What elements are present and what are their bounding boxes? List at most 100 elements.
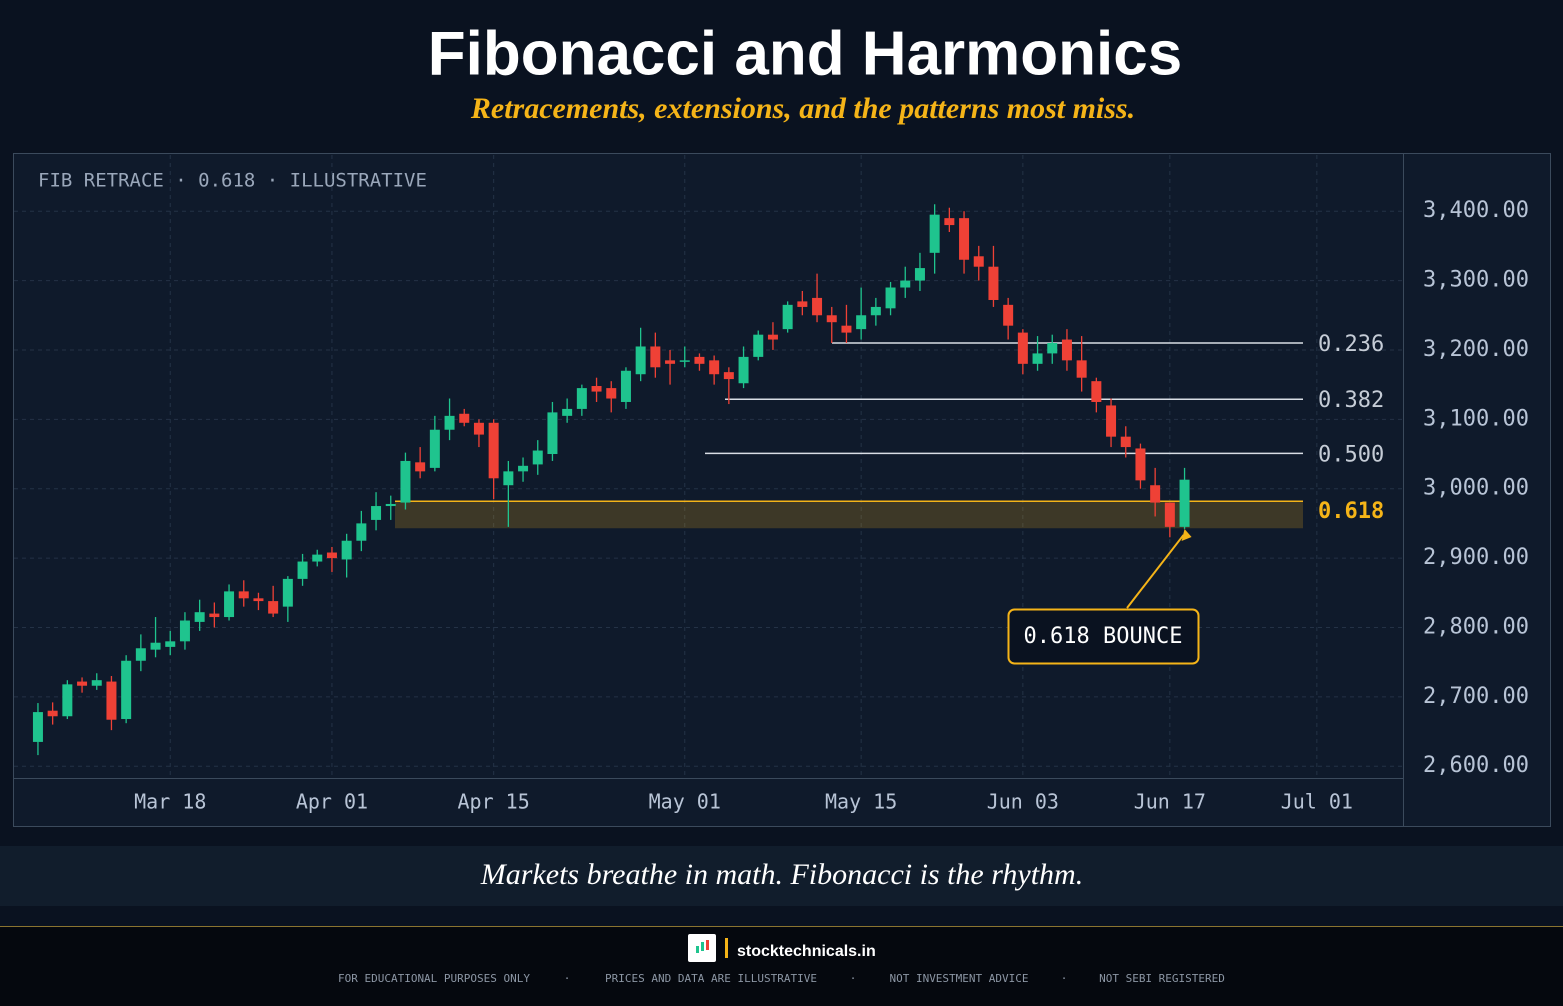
x-tick-label: Jun 17 [1134,790,1206,814]
x-tick-label: Apr 15 [458,790,530,814]
candle-body [1017,332,1028,364]
candle-body [518,465,529,472]
candle-body [1091,381,1102,402]
x-tick-label: Apr 01 [296,790,368,814]
candle-body [165,641,176,647]
candle-body [326,552,337,559]
plot: 2,600.00 2,700.00 2,800.00 2,900.00 3,000.00… [14,155,1529,814]
candle-body [1047,343,1058,354]
candle-body [562,408,573,416]
candle-body [1106,405,1117,437]
candle-body [885,287,896,309]
candle-body [224,591,235,618]
caption-band [0,846,1563,906]
annotation-arrowhead [1181,528,1192,541]
disclaimer: FOR EDUCATIONAL PURPOSES ONLY [338,972,530,985]
candle-body [341,540,352,560]
y-tick-label: 2,700.00 [1423,684,1529,709]
y-tick-label: 2,600.00 [1423,753,1529,778]
x-tick-label: Jul 01 [1281,790,1353,814]
candle-body [1003,304,1014,326]
y-tick-label: 3,200.00 [1423,337,1529,362]
candle-body [1032,353,1043,364]
logo [688,934,728,962]
x-tick-label: May 15 [825,790,897,814]
y-tick-label: 3,100.00 [1423,406,1529,431]
candle-body [547,412,558,455]
candle-body [106,681,117,720]
chart-label: FIB RETRACE · 0.618 · ILLUSTRATIVE [38,170,427,192]
separator: · [1061,972,1068,985]
fib-zone [395,501,1303,529]
candle-body [444,415,455,430]
candle-body [694,356,705,364]
logo-bar [706,940,709,950]
candle-body [1061,339,1072,361]
annotation-box [1007,608,1200,665]
site-name: stocktechnicals.in [737,943,876,960]
candle-body [900,280,911,288]
logo-bar [701,942,704,951]
candle-body [77,681,88,686]
y-tick-label: 3,300.00 [1423,268,1529,293]
candle-body [209,613,220,618]
candle-body [709,360,720,375]
candle-body [238,591,249,599]
candle-body [753,334,764,357]
candle-body [297,561,308,579]
candle-body [973,256,984,267]
candle-body [1135,448,1146,481]
candle-body [723,372,734,380]
candle-body [91,680,102,686]
fib-label: 0.618 [1318,499,1384,524]
x-tick-label: Mar 18 [134,790,206,814]
candle-body [870,306,881,316]
candle-body [194,612,205,622]
subtitle: Retracements, extensions, and the patter… [470,92,1135,125]
candle-body [929,214,940,253]
disclaimer: PRICES AND DATA ARE ILLUSTRATIVE [605,972,817,985]
separator: · [850,972,857,985]
candle-body [47,710,58,717]
candle-body [606,388,617,399]
candle-body [532,450,543,465]
candle-body [121,660,132,720]
candle-body [738,356,749,384]
candle-body [576,388,587,409]
x-tick-label: Jun 03 [987,790,1059,814]
disclaimer: NOT INVESTMENT ADVICE [889,972,1028,985]
candle-body [150,642,161,650]
disclaimers: FOR EDUCATIONAL PURPOSES ONLY · PRICES AND… [338,972,1225,985]
candle-body [959,218,970,260]
candle-body [282,578,293,607]
candle-body [459,413,470,423]
y-tick-label: 3,000.00 [1423,476,1529,501]
candle-body [620,370,631,402]
footer [0,926,1563,1006]
candle-body [503,471,514,486]
candle-body [415,462,426,472]
logo-divider [725,938,728,958]
annotation-text: 0.618 BOUNCE [1024,624,1183,649]
candle-body [797,301,808,307]
candle-body [473,422,484,435]
logo-bar [696,946,699,953]
candle-body [429,429,440,468]
y-tick-label: 2,800.00 [1423,614,1529,639]
candle-body [914,268,925,281]
y-tick-label: 2,900.00 [1423,545,1529,570]
candle-body [1179,479,1190,527]
x-tick-label: May 01 [649,790,721,814]
candle-body [826,315,837,323]
candle-body [268,601,279,614]
candle-body [988,266,999,300]
candle-body [1120,436,1131,448]
fib-label: 0.382 [1318,388,1384,413]
fib-label: 0.236 [1318,332,1384,357]
candle-body [856,315,867,330]
candle-body [1150,485,1161,503]
candle-body [812,297,823,316]
candle-body [356,523,367,541]
